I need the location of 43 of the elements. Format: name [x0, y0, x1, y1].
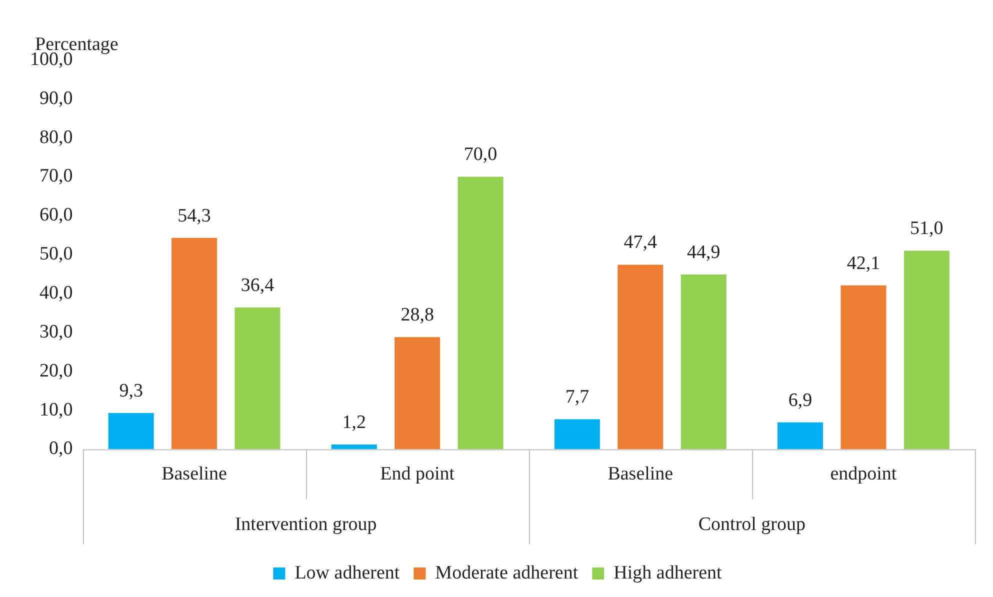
y-tick-label: 90,0: [40, 88, 73, 109]
y-tick-label: 40,0: [40, 282, 73, 304]
text: Intervention group: [234, 514, 377, 536]
legend-label: Moderate adherent: [435, 562, 579, 584]
data-label: 70,0: [464, 144, 498, 166]
y-tick-label: 10,0: [40, 399, 73, 420]
bar: [680, 274, 726, 450]
legend-label: Low adherent: [294, 562, 400, 584]
data-label: 54,3: [178, 205, 211, 226]
x-tick-label: End point: [380, 464, 456, 485]
data-label: 9,3: [119, 380, 143, 402]
bar: [458, 176, 504, 450]
y-tick-label: 80,0: [40, 126, 73, 148]
data-label: 28,8: [400, 304, 434, 326]
bar: [778, 422, 824, 450]
x-tick-label: endpoint: [830, 464, 898, 485]
data-label: 36,4: [240, 275, 275, 296]
y-tick-label: 50,0: [40, 244, 73, 265]
text: Control group: [698, 514, 806, 536]
data-label: 6,9: [788, 390, 812, 411]
data-label: 51,0: [910, 218, 944, 240]
bar: [234, 308, 280, 450]
bar: [172, 238, 218, 450]
data-label: 42,1: [846, 252, 880, 274]
y-tick-label: 0,0: [49, 438, 73, 460]
y-tick-label: 60,0: [40, 204, 73, 226]
data-label: 1,2: [342, 412, 366, 434]
bar: [394, 337, 440, 450]
y-tick-label: 30,0: [40, 321, 73, 342]
bar: [331, 444, 377, 450]
data-label: 47,4: [624, 232, 658, 254]
bar: [108, 413, 154, 450]
bar: [904, 250, 950, 450]
bar: [554, 419, 600, 450]
bar: [618, 264, 664, 450]
y-tick-label: 20,0: [40, 360, 73, 382]
bar: [840, 285, 886, 450]
data-label: 44,9: [686, 242, 720, 263]
x-tick-label: Baseline: [162, 464, 227, 485]
y-tick-label: 70,0: [40, 166, 73, 187]
legend-label: High adherent: [614, 562, 723, 584]
data-label: 7,7: [565, 386, 590, 408]
x-tick-label: Baseline: [608, 464, 674, 485]
